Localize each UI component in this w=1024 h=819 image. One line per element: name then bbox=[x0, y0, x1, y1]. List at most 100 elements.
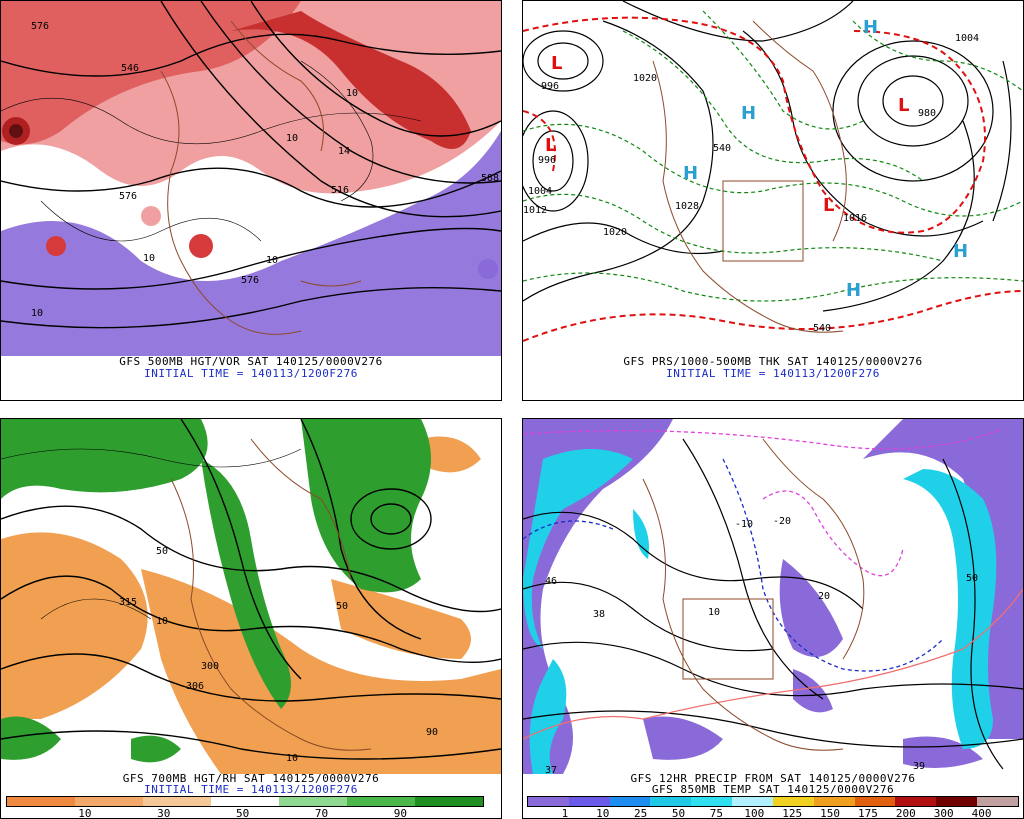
colorbar-segment bbox=[528, 797, 569, 806]
contour-label: 546 bbox=[121, 63, 139, 74]
colorbar-segment bbox=[568, 797, 610, 806]
colorbar-tick: 30 bbox=[157, 807, 171, 819]
isobar-label: 1004 bbox=[528, 186, 552, 197]
panel-pressure-thickness: H H H H H L L L L 996 996 1004 1012 1020… bbox=[522, 0, 1024, 401]
colorbar-segment bbox=[7, 797, 75, 806]
contour-label: 10 bbox=[266, 255, 278, 266]
map-700mb-rh: 315 306 300 90 50 50 10 10 bbox=[1, 419, 501, 774]
temp-label: 46 bbox=[545, 576, 557, 587]
colorbar-segment bbox=[854, 797, 896, 806]
panel-subtitle: INITIAL TIME = 140113/1200F276 bbox=[144, 783, 358, 796]
colorbar-tick: 75 bbox=[709, 807, 724, 819]
rh-label: 10 bbox=[156, 616, 168, 627]
panel-700mb-rh: 315 306 300 90 50 50 10 10 GFS 700MB HGT… bbox=[0, 418, 502, 819]
colorbar-tick: 300 bbox=[933, 807, 954, 819]
colorbar-tick: 175 bbox=[858, 807, 878, 819]
rh-label: 10 bbox=[286, 753, 298, 764]
isobar-label: 1012 bbox=[523, 205, 547, 216]
temp-label: -10 bbox=[735, 519, 753, 530]
isobar-label: 980 bbox=[918, 108, 936, 119]
temp-label: 37 bbox=[545, 765, 557, 774]
high-marker: H bbox=[741, 103, 756, 124]
low-marker: L bbox=[551, 53, 562, 74]
panel-500mb-vorticity: 576 576 546 516 576 588 10 14 10 10 10 1… bbox=[0, 0, 502, 401]
contour-label: 306 bbox=[186, 681, 204, 692]
colorbar-segment bbox=[415, 797, 483, 806]
colorbar-segment bbox=[347, 797, 415, 806]
temp-label: 38 bbox=[593, 609, 605, 620]
contour-label: 10 bbox=[31, 308, 43, 319]
high-marker: H bbox=[683, 163, 698, 184]
high-marker: H bbox=[863, 17, 878, 38]
contour-label: 576 bbox=[241, 275, 259, 286]
isobar-label: 1016 bbox=[843, 213, 867, 224]
contour-label: 315 bbox=[119, 597, 137, 608]
low-marker: L bbox=[823, 195, 834, 216]
panel-title: GFS 500MB HGT/VOR SAT 140125/0000V276 bbox=[119, 355, 383, 368]
colorbar-tick: 50 bbox=[671, 807, 686, 819]
temp-label: 20 bbox=[818, 591, 830, 602]
isobar-label: 1020 bbox=[603, 227, 627, 238]
colorbar-segment bbox=[895, 797, 937, 806]
colorbar-tick: 200 bbox=[895, 807, 916, 819]
panel-subtitle: INITIAL TIME = 140113/1200F276 bbox=[666, 367, 880, 380]
colorbar-segment bbox=[211, 797, 279, 806]
colorbar-segment bbox=[732, 797, 773, 806]
colorbar-tick: 100 bbox=[744, 807, 765, 819]
contour-label: 576 bbox=[31, 21, 49, 32]
colorbar-segment bbox=[650, 797, 692, 806]
isobar-label: 1020 bbox=[633, 73, 657, 84]
colorbar-segment bbox=[772, 797, 814, 806]
contour-label: 576 bbox=[119, 191, 137, 202]
colorbar-tick: 1 bbox=[561, 807, 569, 819]
low-marker: L bbox=[898, 95, 909, 116]
contour-label: 516 bbox=[331, 185, 349, 196]
colorbar-tick: 125 bbox=[782, 807, 803, 819]
precip-colorbar-labels: 1 10 25 50 75 100 125 150 175 200 300 40… bbox=[527, 807, 1019, 819]
contour-label: 300 bbox=[201, 661, 219, 672]
contour-label: 10 bbox=[286, 133, 298, 144]
contour-label: 10 bbox=[143, 253, 155, 264]
rh-colorbar-labels: 10 30 50 70 90 bbox=[6, 807, 484, 819]
rh-label: 50 bbox=[156, 546, 168, 557]
contour-label: 10 bbox=[346, 88, 358, 99]
colorbar-segment bbox=[813, 797, 855, 806]
high-marker: H bbox=[846, 280, 861, 301]
colorbar-segment bbox=[279, 797, 347, 806]
colorbar-segment bbox=[977, 797, 1018, 806]
colorbar-tick: 10 bbox=[596, 807, 610, 819]
colorbar-segment bbox=[143, 797, 211, 806]
contour-label: 588 bbox=[481, 173, 499, 184]
colorbar-tick: 70 bbox=[314, 807, 329, 819]
high-marker: H bbox=[953, 241, 968, 262]
temp-label: -20 bbox=[773, 516, 791, 527]
thickness-label: 540 bbox=[813, 323, 831, 334]
isobar-label: 1028 bbox=[675, 201, 699, 212]
low-marker: L bbox=[545, 135, 556, 156]
colorbar-tick: 400 bbox=[971, 807, 992, 819]
map-pressure-thickness: H H H H H L L L L 996 996 1004 1012 1020… bbox=[523, 1, 1023, 356]
temp-label: 39 bbox=[913, 761, 925, 772]
panel-title: GFS PRS/1000-500MB THK SAT 140125/0000V2… bbox=[623, 355, 923, 368]
isobar-label: 1004 bbox=[955, 33, 979, 44]
temp-label: 10 bbox=[708, 607, 720, 618]
isobar-label: 996 bbox=[538, 155, 556, 166]
panel-precip-850mb-temp: 46 38 37 39 50 10 -10 -20 20 GFS 12HR PR… bbox=[522, 418, 1024, 819]
colorbar-tick: 150 bbox=[820, 807, 840, 819]
rh-label: 90 bbox=[426, 727, 438, 738]
panel-subtitle: INITIAL TIME = 140113/1200F276 bbox=[144, 367, 358, 380]
colorbar-tick: 10 bbox=[78, 807, 92, 819]
colorbar-segment bbox=[691, 797, 733, 806]
precip-colorbar bbox=[527, 796, 1019, 807]
panel-subtitle: GFS 850MB TEMP SAT 140125/0000V276 bbox=[651, 783, 895, 796]
map-500mb-vorticity: 576 576 546 516 576 588 10 14 10 10 10 1… bbox=[1, 1, 501, 356]
colorbar-tick: 50 bbox=[235, 807, 250, 819]
contour-label: 14 bbox=[338, 146, 350, 157]
map-precip-850mb-temp: 46 38 37 39 50 10 -10 -20 20 bbox=[523, 419, 1023, 774]
rh-label: 50 bbox=[336, 601, 348, 612]
rh-colorbar bbox=[6, 796, 484, 807]
thickness-label: 540 bbox=[713, 143, 731, 154]
panel-title: GFS 700MB HGT/RH SAT 140125/0000V276 bbox=[122, 772, 380, 785]
temp-label: 50 bbox=[966, 573, 978, 584]
isobar-label: 996 bbox=[541, 81, 559, 92]
